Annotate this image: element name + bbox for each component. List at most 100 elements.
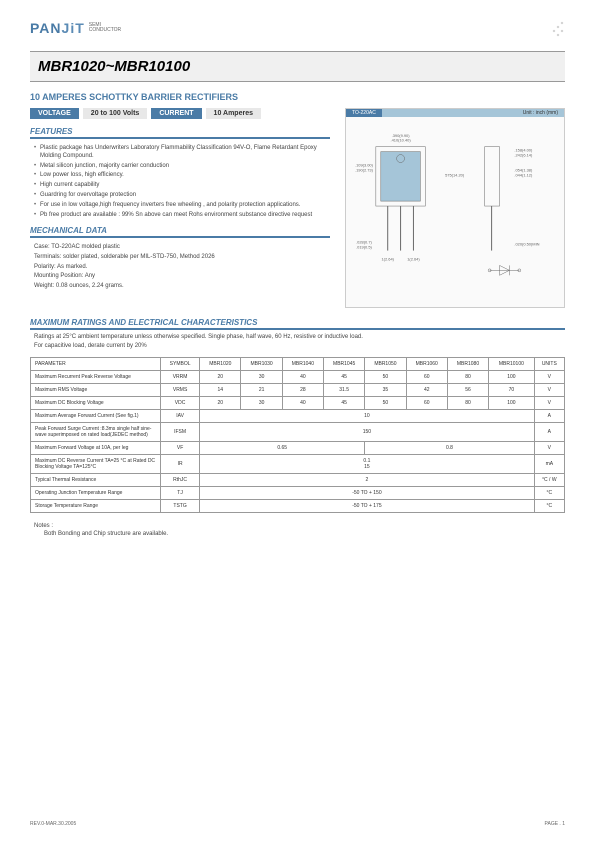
value-cell: 30 [241, 397, 282, 410]
span-cell: 150 [200, 423, 534, 442]
table-header: MBR1030 [241, 358, 282, 371]
table-row: Typical Thermal ResistanceRthJC2°C / W [31, 474, 565, 487]
unit-cell: V [534, 371, 564, 384]
package-type: TO-220AC [346, 109, 382, 117]
table-header: MBR1045 [324, 358, 365, 371]
value-cell: 100 [489, 397, 535, 410]
company-logo: PANJiT SEMI CONDUCTOR [30, 20, 565, 36]
param-cell: Typical Thermal Resistance [31, 474, 161, 487]
value-cell: 60 [406, 397, 447, 410]
decorative-dots [535, 20, 565, 40]
unit-cell: V [534, 397, 564, 410]
unit-cell: A [534, 423, 564, 442]
half-cell: 0.8 [365, 442, 534, 455]
package-unit: Unit : inch (mm) [382, 109, 564, 117]
symbol-cell: IAV [161, 410, 200, 423]
table-row: Maximum RMS VoltageVRMS14212831.53542567… [31, 384, 565, 397]
value-cell: 56 [447, 384, 488, 397]
symbol-cell: VDC [161, 397, 200, 410]
table-header: MBR1080 [447, 358, 488, 371]
svg-text:.044(1.12): .044(1.12) [514, 172, 533, 177]
table-header: MBR10100 [489, 358, 535, 371]
table-header: UNITS [534, 358, 564, 371]
value-cell: 60 [406, 371, 447, 384]
param-cell: Maximum DC Blocking Voltage [31, 397, 161, 410]
unit-cell: A [534, 410, 564, 423]
mech-case: Case: TO-220AC molded plastic [34, 243, 330, 253]
value-cell: 30 [241, 371, 282, 384]
svg-text:.020(0.50)MIN: .020(0.50)MIN [514, 242, 539, 247]
value-cell: 14 [200, 384, 241, 397]
symbol-cell: IR [161, 455, 200, 474]
notes-title: Notes : [34, 523, 565, 529]
table-header: MBR1020 [200, 358, 241, 371]
feature-item: For use in low voltage,high frequency in… [34, 201, 330, 211]
svg-text:.019(0.5): .019(0.5) [356, 245, 372, 250]
svg-text:575(14.20): 575(14.20) [445, 172, 465, 177]
table-row: Maximum DC Reverse Current TA=25 °C at R… [31, 455, 565, 474]
symbol-cell: VF [161, 442, 200, 455]
param-cell: Maximum Average Forward Current (See fig… [31, 410, 161, 423]
table-row: Maximum Recurrent Peak Reverse VoltageVR… [31, 371, 565, 384]
svg-text:1(2.64): 1(2.64) [407, 256, 420, 261]
param-cell: Maximum DC Reverse Current TA=25 °C at R… [31, 455, 161, 474]
value-cell: 31.5 [324, 384, 365, 397]
value-cell: 100 [489, 371, 535, 384]
ratings-desc2: For capacitive load, derate current by 2… [30, 343, 565, 349]
span-cell: 0.1 15 [200, 455, 534, 474]
span-cell: -50 TO + 175 [200, 500, 534, 513]
notes-text: Both Bonding and Chip structure are avai… [34, 531, 565, 537]
logo-jit-text: JiT [62, 20, 85, 36]
value-cell: 70 [489, 384, 535, 397]
notes-section: Notes : Both Bonding and Chip structure … [30, 523, 565, 537]
half-cell: 0.65 [200, 442, 365, 455]
product-subtitle: 10 AMPERES SCHOTTKY BARRIER RECTIFIERS [30, 92, 565, 102]
param-cell: Operating Junction Temperature Range [31, 487, 161, 500]
param-cell: Maximum Forward Voltage at 10A, per leg [31, 442, 161, 455]
mech-mounting: Mounting Position: Any [34, 272, 330, 282]
table-header: PARAMETER [31, 358, 161, 371]
value-cell: 42 [406, 384, 447, 397]
value-cell: 40 [282, 397, 323, 410]
feature-item: Guardring for overvoltage protection [34, 191, 330, 201]
footer-revision: REV.0-MAR.30.2005 [30, 821, 76, 827]
logo-subtitle: SEMI CONDUCTOR [89, 23, 121, 33]
voltage-value: 20 to 100 Volts [83, 108, 148, 119]
value-cell: 50 [365, 371, 406, 384]
table-row: Storage Temperature RangeTSTG-50 TO + 17… [31, 500, 565, 513]
value-cell: 20 [200, 371, 241, 384]
span-cell: 10 [200, 410, 534, 423]
spec-badges: VOLTAGE 20 to 100 Volts CURRENT 10 Amper… [30, 108, 330, 119]
svg-text:1(2.64): 1(2.64) [381, 256, 394, 261]
value-cell: 80 [447, 371, 488, 384]
value-cell: 80 [447, 397, 488, 410]
span-cell: 2 [200, 474, 534, 487]
current-label: CURRENT [151, 108, 201, 119]
table-header: MBR1040 [282, 358, 323, 371]
features-list: Plastic package has Underwriters Laborat… [30, 144, 330, 220]
unit-cell: °C [534, 487, 564, 500]
param-cell: Peak Forward Surge Current :8.3ms single… [31, 423, 161, 442]
feature-item: Metal silicon junction, majority carrier… [34, 162, 330, 172]
unit-cell: mA [534, 455, 564, 474]
part-number-title: MBR1020~MBR10100 [38, 58, 557, 75]
ratings-header: MAXIMUM RATINGS AND ELECTRICAL CHARACTER… [30, 318, 565, 330]
svg-text:.410(10.40): .410(10.40) [391, 138, 412, 143]
table-row: Operating Junction Temperature RangeTJ-5… [31, 487, 565, 500]
package-diagram: TO-220AC Unit : inch (mm) .410(10.40) .3… [345, 108, 565, 308]
unit-cell: V [534, 442, 564, 455]
logo-pan-text: PAN [30, 20, 62, 36]
symbol-cell: VRRM [161, 371, 200, 384]
value-cell: 50 [365, 397, 406, 410]
svg-text:.190(2.73): .190(2.73) [355, 167, 374, 172]
symbol-cell: VRMS [161, 384, 200, 397]
symbol-cell: IFSM [161, 423, 200, 442]
feature-item: High current capability [34, 181, 330, 191]
page-footer: REV.0-MAR.30.2005 PAGE . 1 [30, 821, 565, 827]
table-row: Maximum Average Forward Current (See fig… [31, 410, 565, 423]
symbol-cell: RthJC [161, 474, 200, 487]
feature-item: Plastic package has Underwriters Laborat… [34, 144, 330, 162]
svg-text:.242(6.14): .242(6.14) [514, 153, 533, 158]
ratings-table: PARAMETERSYMBOLMBR1020MBR1030MBR1040MBR1… [30, 357, 565, 513]
mechanical-header: MECHANICAL DATA [30, 226, 330, 238]
